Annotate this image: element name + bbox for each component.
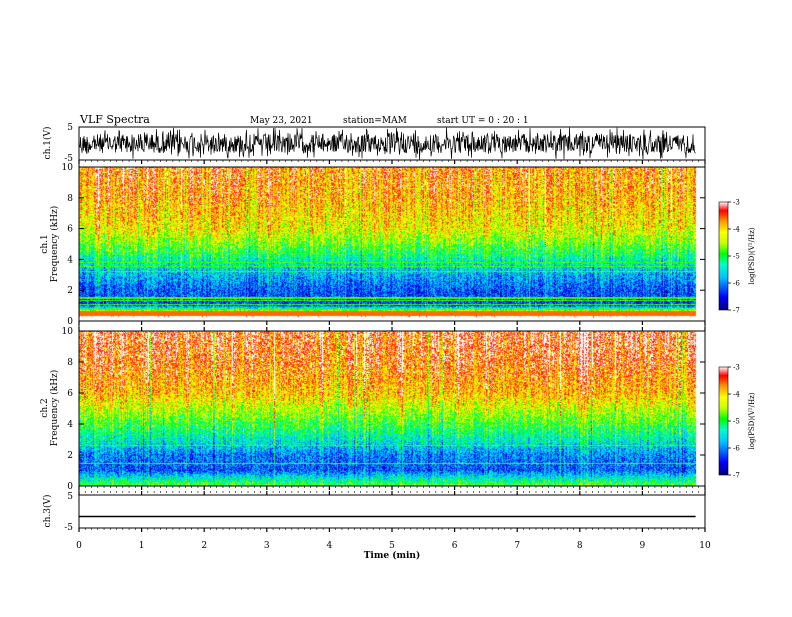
ch2-ytick-8: 8 xyxy=(67,358,73,368)
ch3-ytick-bottom: -5 xyxy=(64,523,73,533)
colorbar-tick--7: -7 xyxy=(733,472,740,480)
ch1-ytick-0: 0 xyxy=(67,317,73,327)
x-tick-label-1: 1 xyxy=(139,541,145,551)
ch1-ytick-top: 5 xyxy=(67,123,73,133)
ch2-colorbar-label: log(PSD)(V²/Hz) xyxy=(748,392,756,449)
date-label: May 23, 2021 xyxy=(250,116,313,126)
x-tick-label-8: 8 xyxy=(577,541,583,551)
start-time-label: start UT = 0 : 20 : 1 xyxy=(437,116,529,126)
colorbar-tick--3: -3 xyxy=(733,199,740,207)
x-tick-label-2: 2 xyxy=(201,541,207,551)
colorbar-tick--5: -5 xyxy=(733,418,740,426)
ch1-ytick-6: 6 xyxy=(67,225,73,235)
ch3-waveform-panel: 5 -5 ch.3(V) xyxy=(42,492,706,533)
x-tick-label-9: 9 xyxy=(640,541,646,551)
x-tick-label-0: 0 xyxy=(76,541,82,551)
station-label: station=MAM xyxy=(343,116,407,126)
colorbar-tick--5: -5 xyxy=(733,253,740,261)
x-axis-label: Time (min) xyxy=(364,550,421,561)
x-tick-label-4: 4 xyxy=(327,541,333,551)
ch1-colorbar: -3 -4 -5 -6 -7 log(PSD)(V²/Hz) xyxy=(718,199,756,315)
ch1-waveform-panel: 5 -5 ch.1(V) xyxy=(42,123,706,164)
ch2-ytick-4: 4 xyxy=(67,420,73,430)
ch1-waveform-ylabel: ch.1(V) xyxy=(42,127,53,160)
ch1-waveform-trace xyxy=(78,127,696,160)
x-tick-label-5: 5 xyxy=(389,541,395,551)
x-tick-label-10: 10 xyxy=(699,541,711,551)
ch2-spectrogram-ylabel: Frequency (kHz) xyxy=(49,370,60,447)
x-tick-label-7: 7 xyxy=(514,541,520,551)
ch1-ytick-bottom: -5 xyxy=(64,154,73,164)
ch2-ytick-10: 10 xyxy=(62,327,74,337)
ch1-spectrogram-image xyxy=(79,167,705,321)
ch2-spectrogram-panel: 0 2 4 6 8 10 ch.2 Frequency (kHz) xyxy=(40,327,706,492)
ch1-colorbar-scale xyxy=(718,201,729,311)
ch1-ytick-10: 10 xyxy=(62,163,74,173)
ch1-ytick-2: 2 xyxy=(67,286,73,296)
x-tick-label-3: 3 xyxy=(264,541,270,551)
ch2-spectrogram-image xyxy=(79,331,705,486)
ch2-colorbar-scale xyxy=(718,366,729,476)
colorbar-tick--7: -7 xyxy=(733,307,740,315)
colorbar-tick--6: -6 xyxy=(733,445,740,453)
ch3-ytick-top: 5 xyxy=(67,492,73,502)
ch2-ytick-0: 0 xyxy=(67,482,73,492)
ch1-spectrogram-ylabel: Frequency (kHz) xyxy=(49,206,60,283)
x-tick-label-6: 6 xyxy=(452,541,458,551)
colorbar-tick--4: -4 xyxy=(733,391,740,399)
ch1-ytick-8: 8 xyxy=(67,194,73,204)
figure-title: VLF Spectra xyxy=(79,113,150,126)
ch1-spectrogram-channel: ch.1 xyxy=(40,234,50,253)
colorbar-tick--4: -4 xyxy=(733,226,740,234)
ch1-colorbar-label: log(PSD)(V²/Hz) xyxy=(748,227,756,284)
ch2-colorbar: -3 -4 -5 -6 -7 log(PSD)(V²/Hz) xyxy=(718,364,756,480)
ch2-ytick-2: 2 xyxy=(67,451,73,461)
ch2-spectrogram-channel: ch.2 xyxy=(40,398,50,417)
ch3-waveform-ylabel: ch.3(V) xyxy=(42,495,53,528)
ch1-spectrogram-panel: 0 2 4 6 8 10 ch.1 Frequency (kHz) xyxy=(40,163,706,327)
ch3-waveform-frame xyxy=(78,494,706,529)
colorbar-tick--3: -3 xyxy=(733,364,740,372)
ch2-ytick-6: 6 xyxy=(67,389,73,399)
ch1-ytick-4: 4 xyxy=(67,255,73,265)
colorbar-tick--6: -6 xyxy=(733,280,740,288)
